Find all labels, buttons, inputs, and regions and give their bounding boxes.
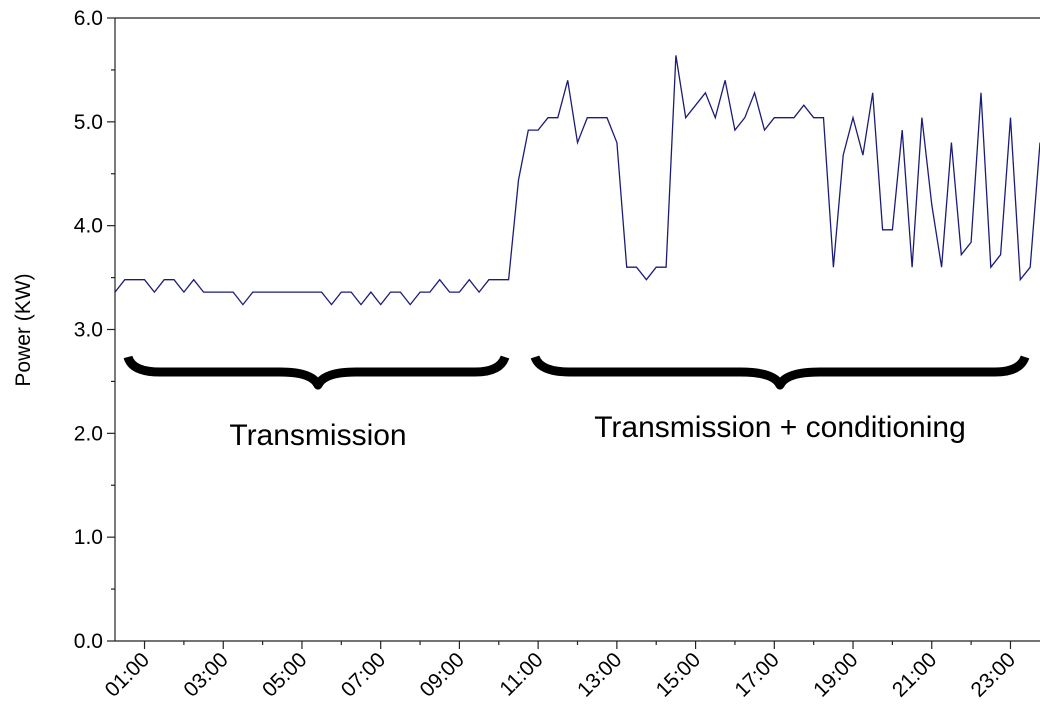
- x-tick-label: 19:00: [809, 648, 862, 701]
- x-tick-label: 03:00: [179, 648, 232, 701]
- x-tick-label: 21:00: [888, 648, 941, 701]
- x-tick-label: 17:00: [730, 648, 783, 701]
- brace: [530, 355, 1030, 390]
- annotation: Transmission + conditioning: [594, 411, 966, 444]
- x-tick-label: 11:00: [495, 648, 547, 700]
- y-tick-label: 1.0: [74, 526, 103, 549]
- y-tick-label: 0.0: [74, 630, 103, 653]
- x-tick-label: 15:00: [652, 648, 705, 701]
- y-tick-label: 2.0: [74, 422, 103, 445]
- x-tick-label: 23:00: [967, 648, 1020, 701]
- y-tick-label: 5.0: [74, 111, 103, 134]
- y-tick-label: 3.0: [74, 319, 103, 342]
- y-tick-label: 6.0: [74, 7, 103, 30]
- x-tick-label: 13:00: [573, 648, 626, 701]
- x-tick-label: 07:00: [337, 648, 390, 701]
- x-tick-label: 09:00: [416, 648, 469, 701]
- y-tick-label: 4.0: [74, 215, 103, 238]
- annotation: Transmission: [229, 419, 406, 452]
- x-tick-label: 05:00: [258, 648, 311, 701]
- y-axis-label: Power (KW): [12, 273, 35, 386]
- brace: [123, 355, 510, 390]
- x-tick-label: 01:00: [101, 648, 154, 701]
- line-series: [114, 55, 1040, 306]
